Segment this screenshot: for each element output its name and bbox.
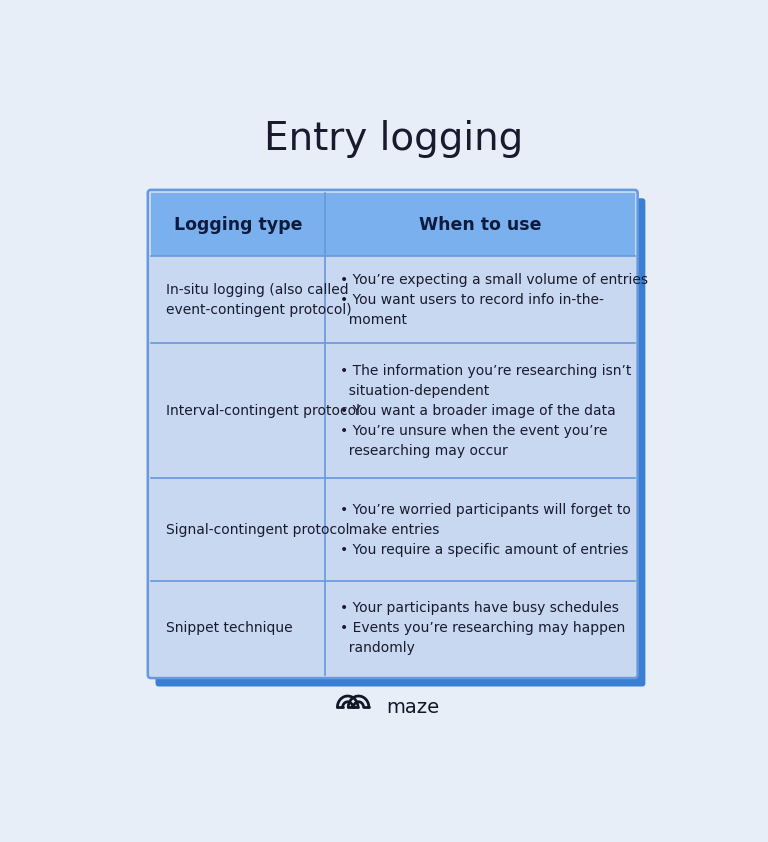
Text: • The information you’re researching isn’t
  situation-dependent
• You want a br: • The information you’re researching isn… xyxy=(340,364,631,458)
FancyBboxPatch shape xyxy=(151,193,634,256)
FancyBboxPatch shape xyxy=(147,189,637,678)
Text: • You’re expecting a small volume of entries
• You want users to record info in-: • You’re expecting a small volume of ent… xyxy=(340,273,648,327)
FancyBboxPatch shape xyxy=(155,198,645,686)
Text: Interval-contingent protocol: Interval-contingent protocol xyxy=(166,403,359,418)
Text: Entry logging: Entry logging xyxy=(264,120,523,157)
Text: Snippet technique: Snippet technique xyxy=(166,621,293,635)
Text: maze: maze xyxy=(386,698,439,717)
Text: • Your participants have busy schedules
• Events you’re researching may happen
 : • Your participants have busy schedules … xyxy=(340,601,625,655)
Text: Signal-contingent protocol: Signal-contingent protocol xyxy=(166,523,349,536)
Text: When to use: When to use xyxy=(419,216,541,234)
Text: In-situ logging (also called
event-contingent protocol): In-situ logging (also called event-conti… xyxy=(166,283,351,317)
Text: Logging type: Logging type xyxy=(174,216,302,234)
Text: • You’re worried participants will forget to
  make entries
• You require a spec: • You’re worried participants will forge… xyxy=(340,503,631,557)
